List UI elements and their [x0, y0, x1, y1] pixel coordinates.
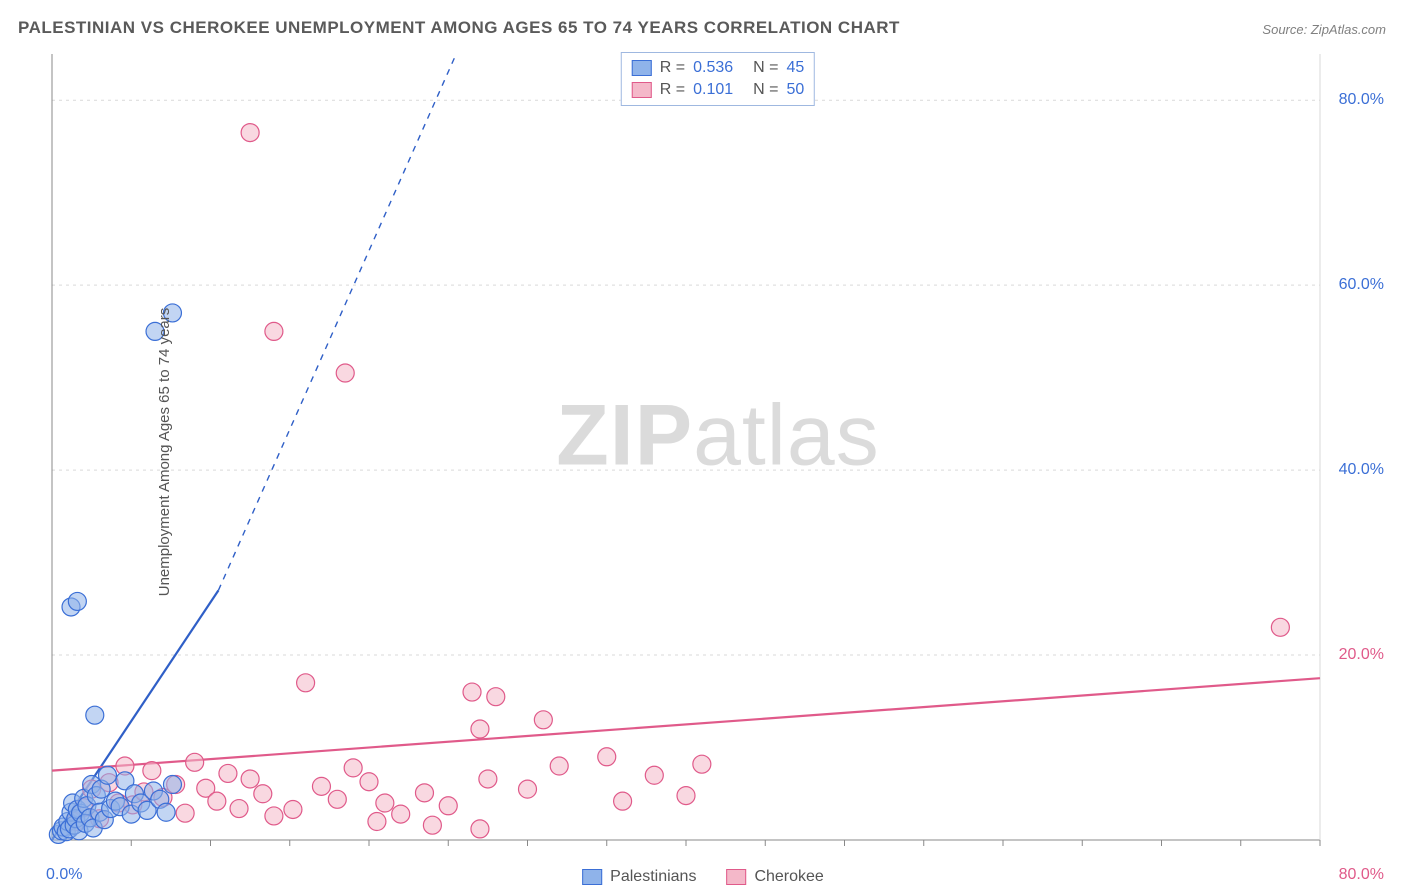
source-attribution: Source: ZipAtlas.com — [1262, 22, 1386, 37]
chart-title: PALESTINIAN VS CHEROKEE UNEMPLOYMENT AMO… — [18, 18, 900, 38]
legend-swatch-pink — [726, 869, 746, 885]
legend-label-blue: Palestinians — [610, 868, 696, 886]
source-label: Source: — [1262, 22, 1307, 37]
source-value: ZipAtlas.com — [1311, 22, 1386, 37]
legend-swatch-pink — [632, 82, 652, 98]
plot-area: Unemployment Among Ages 65 to 74 years Z… — [48, 50, 1388, 854]
legend-swatch-blue — [582, 869, 602, 885]
scatter-plot — [48, 50, 1388, 854]
x-axis-max-label: 80.0% — [1339, 866, 1384, 884]
legend-r-value-blue: 0.536 — [693, 59, 745, 77]
y-tick-label: 60.0% — [1339, 276, 1384, 294]
legend-n-value-pink: 50 — [786, 81, 804, 99]
legend-n-label: N = — [753, 81, 778, 99]
y-axis-label: Unemployment Among Ages 65 to 74 years — [156, 308, 173, 597]
series-legend: Palestinians Cherokee — [582, 868, 824, 886]
legend-r-label: R = — [660, 59, 685, 77]
legend-item-pink: Cherokee — [726, 868, 823, 886]
y-tick-label: 40.0% — [1339, 461, 1384, 479]
correlation-legend: R = 0.536 N = 45 R = 0.101 N = 50 — [621, 52, 815, 106]
legend-swatch-blue — [632, 60, 652, 76]
legend-r-label: R = — [660, 81, 685, 99]
legend-item-blue: Palestinians — [582, 868, 696, 886]
y-tick-label: 80.0% — [1339, 91, 1384, 109]
legend-r-value-pink: 0.101 — [693, 81, 745, 99]
legend-n-label: N = — [753, 59, 778, 77]
legend-row-blue: R = 0.536 N = 45 — [632, 57, 804, 79]
legend-n-value-blue: 45 — [786, 59, 804, 77]
y-tick-label: 20.0% — [1339, 646, 1384, 664]
legend-row-pink: R = 0.101 N = 50 — [632, 79, 804, 101]
x-axis-origin-label: 0.0% — [46, 866, 82, 884]
legend-label-pink: Cherokee — [754, 868, 823, 886]
